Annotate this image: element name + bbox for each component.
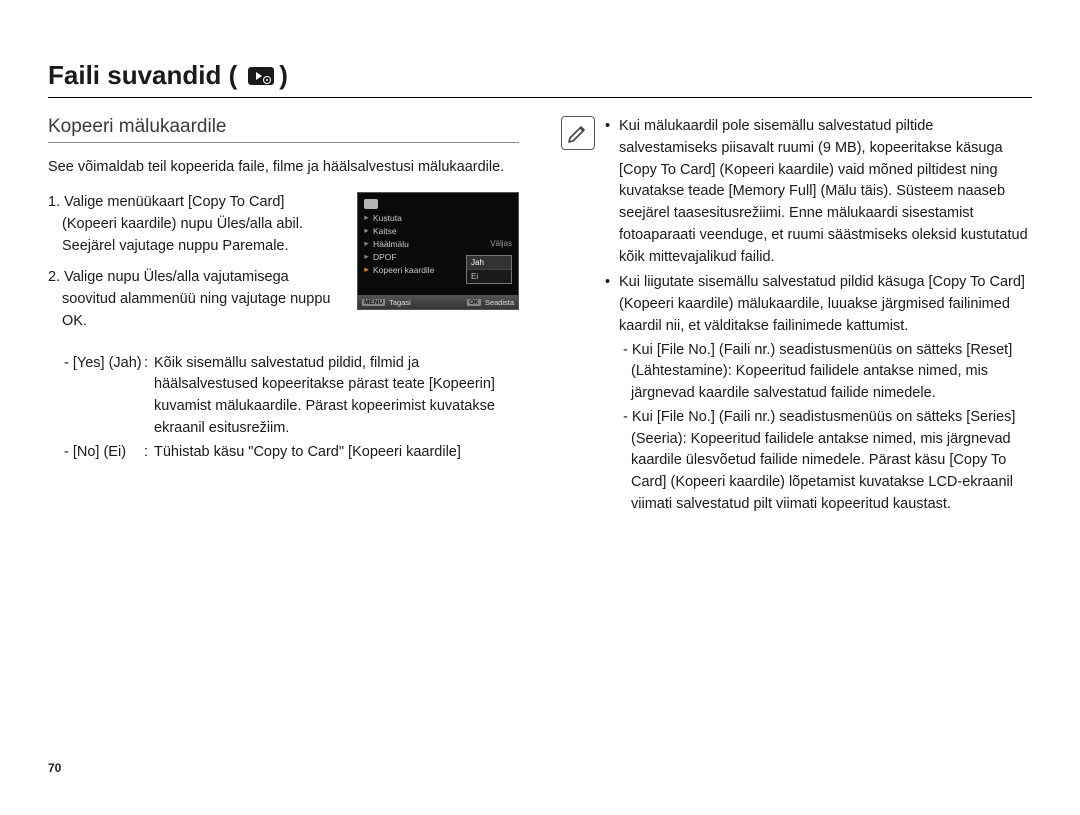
option-val: Tühistab käsu "Copy to Card" [Kopeeri ka… bbox=[154, 442, 519, 464]
step-2: 2. Valige nupu Üles/alla vajutamisega so… bbox=[48, 267, 341, 332]
option-no: - [No] (Ei) : Tühistab käsu "Copy to Car… bbox=[48, 442, 519, 464]
note-item: Kui mälukaardil pole sisemällu salvestat… bbox=[605, 116, 1032, 268]
option-val: Kõik sisemällu salvestatud pildid, filmi… bbox=[154, 353, 519, 440]
option-yes: - [Yes] (Jah) : Kõik sisemällu salvestat… bbox=[48, 353, 519, 440]
title-icon-group bbox=[243, 66, 279, 86]
steps-list: 1. Valige menüükaart [Copy To Card] (Kop… bbox=[48, 192, 341, 343]
page-title: Faili suvandid ( bbox=[48, 60, 237, 91]
page-title-row: Faili suvandid ( ) bbox=[48, 60, 1032, 98]
lcd-ok-label: Seadista bbox=[485, 298, 514, 307]
lcd-popup-opt-selected: Jah bbox=[467, 256, 511, 270]
option-key: - [No] (Ei) bbox=[48, 442, 144, 464]
content-columns: Kopeeri mälukaardile See võimaldab teil … bbox=[48, 116, 1032, 520]
option-sep: : bbox=[144, 353, 154, 440]
lcd-ok-btn: OK bbox=[467, 299, 481, 306]
option-key: - [Yes] (Jah) bbox=[48, 353, 144, 440]
lcd-menu-item: ▸Kustuta bbox=[364, 211, 512, 224]
lcd-back-label: Tagasi bbox=[389, 298, 411, 307]
pencil-note-icon bbox=[567, 122, 589, 144]
right-column: Kui mälukaardil pole sisemällu salvestat… bbox=[561, 116, 1032, 520]
note-subitem: - Kui [File No.] (Faili nr.) seadistusme… bbox=[619, 407, 1032, 516]
intro-text: See võimaldab teil kopeerida faile, film… bbox=[48, 157, 519, 178]
note-item-text: Kui liigutate sisemällu salvestatud pild… bbox=[619, 274, 1025, 334]
note-icon bbox=[561, 116, 595, 150]
lcd-menu-item: ▸HäälmäluVäljas bbox=[364, 237, 512, 250]
camera-lcd-preview: ▸Kustuta ▸Kaitse ▸HäälmäluVäljas ▸DPOF ▸… bbox=[357, 192, 519, 310]
steps-block: 1. Valige menüükaart [Copy To Card] (Kop… bbox=[48, 192, 519, 343]
page-title-close: ) bbox=[279, 60, 288, 91]
options-list: - [Yes] (Jah) : Kõik sisemällu salvestat… bbox=[48, 353, 519, 464]
page-number: 70 bbox=[48, 761, 61, 775]
option-sep: : bbox=[144, 442, 154, 464]
playback-settings-icon bbox=[247, 66, 275, 86]
lcd-popup: Jah Ei bbox=[466, 255, 512, 284]
lcd-menu-item: ▸Kaitse bbox=[364, 224, 512, 237]
note-subitem: - Kui [File No.] (Faili nr.) seadistusme… bbox=[619, 340, 1032, 405]
lcd-bottom-bar: MENU Tagasi OK Seadista bbox=[358, 295, 518, 309]
lcd-menu-btn: MENU bbox=[362, 299, 385, 306]
step-1: 1. Valige menüükaart [Copy To Card] (Kop… bbox=[48, 192, 341, 257]
note-body: Kui mälukaardil pole sisemällu salvestat… bbox=[605, 116, 1032, 520]
note-block: Kui mälukaardil pole sisemällu salvestat… bbox=[561, 116, 1032, 520]
note-item: Kui liigutate sisemällu salvestatud pild… bbox=[605, 272, 1032, 515]
left-column: Kopeeri mälukaardile See võimaldab teil … bbox=[48, 116, 519, 520]
lcd-tab-icon bbox=[364, 199, 378, 209]
section-subheading: Kopeeri mälukaardile bbox=[48, 116, 519, 143]
lcd-popup-opt: Ei bbox=[467, 270, 511, 283]
